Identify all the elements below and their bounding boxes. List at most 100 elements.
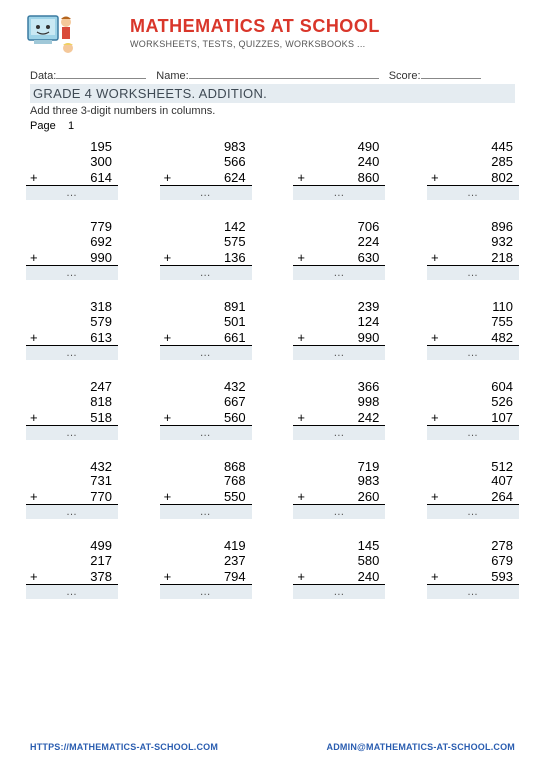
plus-sign: + [164,250,172,265]
addition-problem: 142575+136… [160,220,252,280]
addition-problem: 706224+630… [293,220,385,280]
last-line: +990 [293,330,385,346]
addend: 240 [358,569,380,584]
addend: 983 [160,140,252,155]
addition-problem: 239124+990… [293,300,385,360]
addend: 518 [90,410,112,425]
last-line: +240 [293,569,385,585]
answer-blank: … [26,426,118,440]
plus-sign: + [431,489,439,504]
addend: 560 [224,410,246,425]
footer: HTTPS://MATHEMATICS-AT-SCHOOL.COM ADMIN@… [30,742,515,752]
page-label: Page [30,120,56,132]
footer-email[interactable]: ADMIN@MATHEMATICS-AT-SCHOOL.COM [327,742,515,752]
data-blank [56,69,146,79]
addend: 550 [224,489,246,504]
answer-blank: … [160,266,252,280]
addend: 260 [358,489,380,504]
instruction: Add three 3-digit numbers in columns. [30,105,515,117]
plus-sign: + [30,170,38,185]
addend: 432 [26,460,118,475]
answer-blank: … [26,346,118,360]
answer-blank: … [160,505,252,519]
plus-sign: + [297,489,305,504]
addend: 224 [293,235,385,250]
addend: 407 [427,474,519,489]
answer-blank: … [427,585,519,599]
last-line: +990 [26,250,118,266]
addend: 419 [160,539,252,554]
last-line: +107 [427,410,519,426]
last-line: +661 [160,330,252,346]
last-line: +260 [293,489,385,505]
last-line: +136 [160,250,252,266]
plus-sign: + [30,330,38,345]
addend: 706 [293,220,385,235]
addition-problem: 891501+661… [160,300,252,360]
answer-blank: … [427,266,519,280]
last-line: +630 [293,250,385,266]
plus-sign: + [164,170,172,185]
addend: 285 [427,155,519,170]
addend: 240 [293,155,385,170]
answer-blank: … [427,505,519,519]
addend: 136 [224,250,246,265]
answer-blank: … [293,186,385,200]
data-label: Data: [30,70,56,82]
addend: 896 [427,220,519,235]
answer-blank: … [160,186,252,200]
logo-icon [20,10,80,55]
addition-problem: 278679+593… [427,539,519,599]
addend: 239 [293,300,385,315]
plus-sign: + [30,569,38,584]
addend: 779 [26,220,118,235]
score-label: Score: [389,70,421,82]
addend: 932 [427,235,519,250]
name-field: Name: [156,69,378,82]
addend: 318 [26,300,118,315]
addend: 794 [224,569,246,584]
score-blank [421,69,481,79]
plus-sign: + [431,250,439,265]
addend: 218 [491,250,513,265]
addend: 679 [427,554,519,569]
problem-row: 195300+614…983566+624…490240+860…445285+… [26,140,519,200]
addend: 755 [427,315,519,330]
last-line: +518 [26,410,118,426]
addend: 195 [26,140,118,155]
site-subtitle: WORKSHEETS, TESTS, QUIZZES, WORKSBOOKS .… [130,39,525,49]
addend: 579 [26,315,118,330]
answer-blank: … [427,186,519,200]
addition-problem: 432667+560… [160,380,252,440]
header-text: MATHEMATICS AT SCHOOL WORKSHEETS, TESTS,… [100,16,525,49]
addition-problem: 366998+242… [293,380,385,440]
addend: 501 [160,315,252,330]
addend: 566 [160,155,252,170]
addend: 661 [224,330,246,345]
addend: 526 [427,395,519,410]
addend: 580 [293,554,385,569]
addend: 145 [293,539,385,554]
footer-url[interactable]: HTTPS://MATHEMATICS-AT-SCHOOL.COM [30,742,218,752]
page-number: 1 [68,120,74,132]
addend: 731 [26,474,118,489]
addition-problem: 719983+260… [293,460,385,520]
answer-blank: … [293,505,385,519]
addition-problem: 499217+378… [26,539,118,599]
addend: 604 [427,380,519,395]
addition-problem: 195300+614… [26,140,118,200]
answer-blank: … [160,346,252,360]
problem-row: 779692+990…142575+136…706224+630…896932+… [26,220,519,280]
addition-problem: 419237+794… [160,539,252,599]
addend: 378 [90,569,112,584]
addend: 278 [427,539,519,554]
addend: 124 [293,315,385,330]
addend: 247 [26,380,118,395]
last-line: +560 [160,410,252,426]
addend: 593 [491,569,513,584]
plus-sign: + [164,330,172,345]
addend: 264 [491,489,513,504]
addend: 770 [90,489,112,504]
addend: 802 [491,170,513,185]
last-line: +218 [427,250,519,266]
